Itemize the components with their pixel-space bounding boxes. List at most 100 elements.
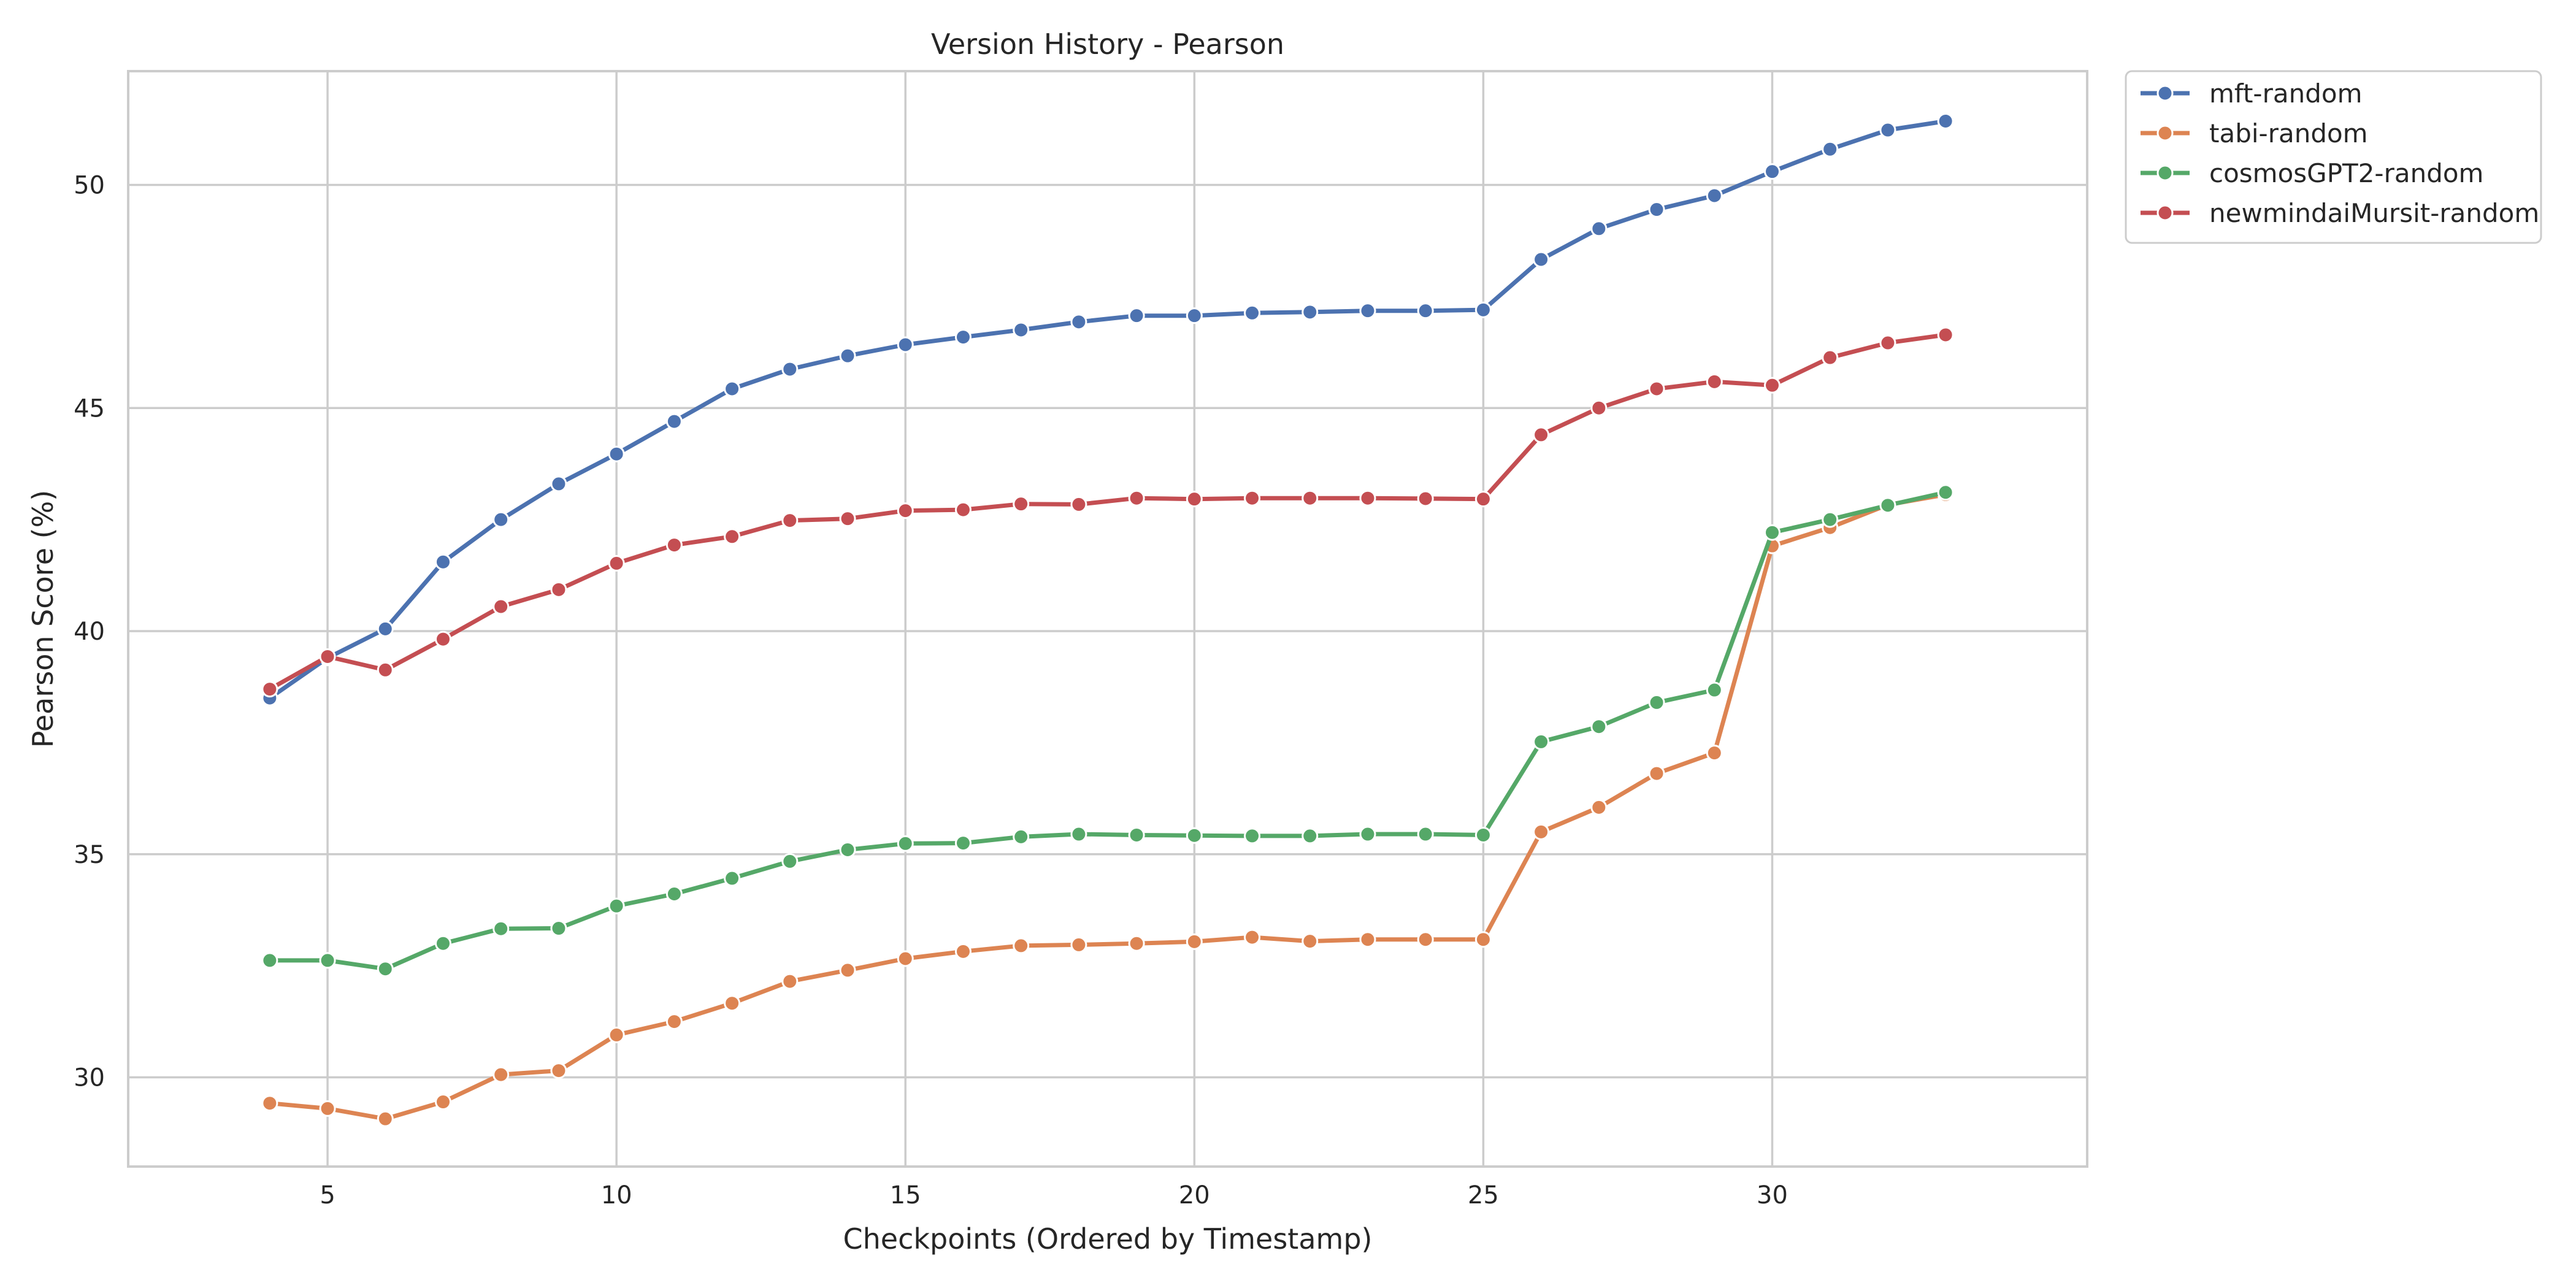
legend-label: tabi-random <box>2209 118 2368 148</box>
data-point <box>1128 307 1145 324</box>
legend-marker <box>2156 164 2174 182</box>
data-point <box>434 935 451 952</box>
legend-item: tabi-random <box>2141 118 2368 148</box>
data-point <box>1648 765 1665 782</box>
data-point <box>1822 349 1839 366</box>
data-point <box>1879 334 1896 351</box>
y-tick-label: 35 <box>74 841 105 869</box>
legend-marker <box>2156 85 2174 102</box>
y-tick-label: 50 <box>74 172 105 200</box>
data-point <box>839 347 856 364</box>
data-point <box>550 475 567 493</box>
data-point <box>1822 140 1839 158</box>
x-tick-label: 15 <box>890 1181 921 1209</box>
grid-lines <box>128 71 2087 1167</box>
data-point <box>1070 826 1087 843</box>
data-point <box>377 960 394 978</box>
data-point <box>261 1095 278 1112</box>
data-point <box>1937 112 1954 129</box>
legend-item: cosmosGPT2-random <box>2141 158 2483 188</box>
data-point <box>1359 489 1376 507</box>
data-point <box>1648 380 1665 397</box>
data-point <box>954 835 972 852</box>
data-point <box>897 835 914 852</box>
legend-label: mft-random <box>2209 79 2362 109</box>
data-point <box>377 661 394 678</box>
series-tabi-random <box>261 486 1954 1127</box>
data-point <box>1937 326 1954 343</box>
data-point <box>1128 826 1145 843</box>
x-tick-label: 5 <box>320 1181 335 1209</box>
data-point <box>1474 301 1492 318</box>
legend-label: cosmosGPT2-random <box>2209 158 2483 188</box>
data-point <box>839 962 856 979</box>
data-point <box>1590 399 1608 416</box>
data-point <box>781 973 799 990</box>
data-point <box>434 631 451 648</box>
legend-marker <box>2156 204 2174 221</box>
data-point <box>608 1026 625 1043</box>
data-point <box>319 952 336 969</box>
data-point <box>1417 490 1434 507</box>
data-point <box>493 1066 510 1083</box>
y-tick-label: 45 <box>74 394 105 423</box>
y-tick-label: 30 <box>74 1064 105 1092</box>
chart-title: Version History - Pearson <box>931 28 1284 61</box>
data-point <box>1244 304 1261 321</box>
data-point <box>1070 313 1087 331</box>
data-point <box>1879 121 1896 139</box>
data-point <box>1301 933 1319 950</box>
data-point <box>434 553 451 570</box>
data-point <box>1590 799 1608 816</box>
data-point <box>1533 823 1550 840</box>
data-point <box>608 554 625 572</box>
data-point <box>1359 931 1376 948</box>
data-point <box>1128 489 1145 507</box>
data-point <box>954 943 972 960</box>
data-point <box>550 581 567 598</box>
data-point <box>1590 220 1608 237</box>
data-point <box>1706 187 1723 204</box>
data-point <box>839 510 856 527</box>
legend-item: newmindaiMursit-random <box>2141 198 2539 228</box>
data-point <box>1186 491 1203 508</box>
data-point <box>1186 307 1203 324</box>
data-point <box>608 445 625 462</box>
data-point <box>1244 489 1261 507</box>
series-cosmosGPT2-random <box>261 484 1954 978</box>
data-point <box>1764 377 1781 394</box>
data-point <box>261 681 278 698</box>
data-point <box>724 380 741 397</box>
legend-marker <box>2156 125 2174 142</box>
data-point <box>319 1100 336 1117</box>
legend: mft-random tabi-random cosmosGPT2-random ne… <box>2125 70 2542 244</box>
data-point <box>377 1110 394 1127</box>
series-line-tabi-random <box>267 492 1948 1121</box>
series-line-newmindaiMursit-random <box>267 332 1948 692</box>
data-point <box>1244 827 1261 845</box>
data-point <box>1533 251 1550 268</box>
series-line-mft-random <box>267 119 1948 700</box>
data-point <box>1070 936 1087 953</box>
legend-frame <box>2125 70 2542 244</box>
data-point <box>1822 511 1839 528</box>
data-point <box>1590 718 1608 735</box>
data-point <box>897 336 914 353</box>
data-point <box>1244 929 1261 946</box>
series-newmindaiMursit-random <box>261 326 1954 698</box>
series-line-cosmosGPT2-random <box>267 490 1948 972</box>
y-tick-label: 40 <box>74 618 105 646</box>
data-point <box>897 950 914 967</box>
data-point <box>261 952 278 969</box>
plot-frame <box>127 70 2088 1168</box>
data-point <box>550 920 567 937</box>
data-point <box>781 361 799 378</box>
data-point <box>954 501 972 518</box>
data-point <box>493 598 510 615</box>
data-point <box>1937 484 1954 501</box>
data-point <box>1474 826 1492 843</box>
data-point <box>1474 931 1492 948</box>
x-tick-label: 20 <box>1179 1181 1210 1209</box>
data-point <box>1879 497 1896 514</box>
data-point <box>493 920 510 937</box>
